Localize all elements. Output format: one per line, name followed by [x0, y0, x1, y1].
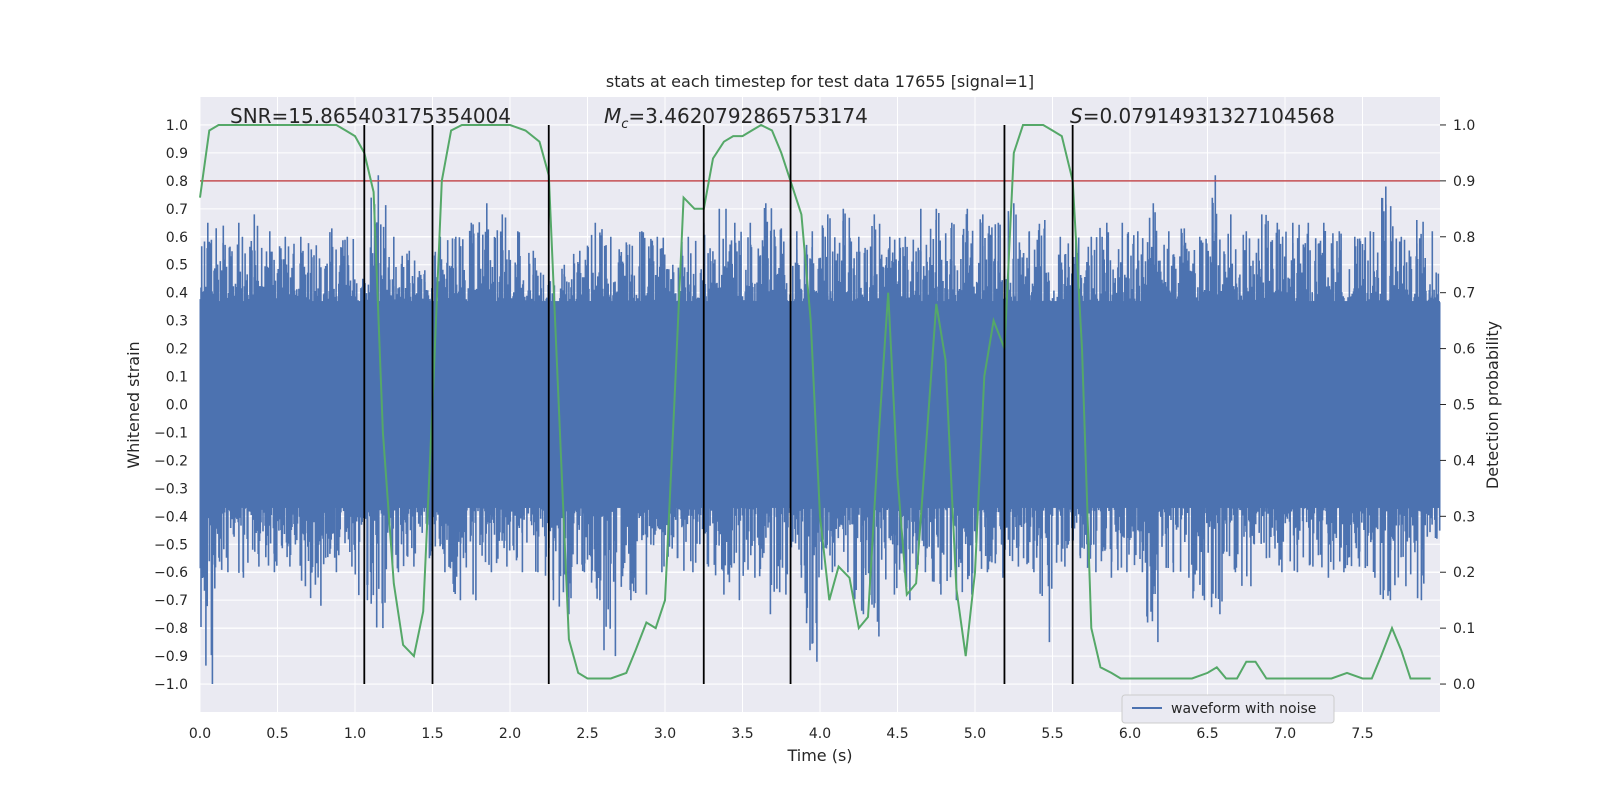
- x-tick-label: 6.0: [1119, 726, 1141, 742]
- y-tick-label: −0.6: [154, 565, 188, 581]
- vertical-lines: [363, 124, 1074, 685]
- legend: waveform with noise: [1121, 694, 1335, 724]
- waveform-line: [199, 175, 1441, 684]
- s-annotation: S=0.07914931327104568: [1070, 104, 1335, 128]
- y-tick-label: 0.6: [166, 230, 188, 246]
- y-tick-label: −0.5: [154, 537, 188, 553]
- y-tick-label: −0.8: [154, 621, 188, 637]
- y2-tick-labels: 0.0 0.1 0.2 0.3 0.4 0.5 0.6 0.7 0.8 0.9 1.0: [1440, 118, 1475, 693]
- legend-box: [1121, 694, 1335, 724]
- x-tick-label: 5.0: [964, 726, 986, 742]
- y-tick-label: 0.2: [166, 342, 188, 358]
- chirp-mass-symbol: M: [604, 104, 621, 128]
- y-tick-label: 0.7: [166, 202, 188, 218]
- x-tick-label: 3.5: [731, 726, 753, 742]
- y-tick-label: 0.0: [166, 398, 188, 414]
- s-value: =0.07914931327104568: [1083, 104, 1335, 128]
- y2-tick-label: 0.8: [1453, 230, 1475, 246]
- chirp-mass-value: =3.4620792865753174: [628, 104, 867, 128]
- x-tick-label: 0.5: [266, 726, 288, 742]
- y-tick-label: 0.3: [166, 314, 188, 330]
- chirp-mass-subscript: c: [621, 117, 628, 132]
- y-tick-label: −0.1: [154, 425, 188, 441]
- x-tick-label: 3.0: [654, 726, 676, 742]
- x-tick-label: 4.5: [886, 726, 908, 742]
- y-tick-label: −0.3: [154, 481, 188, 497]
- x-tick-label: 1.5: [421, 726, 443, 742]
- y2-tick-label: 0.0: [1453, 677, 1475, 693]
- y-tick-label: −0.9: [154, 649, 188, 665]
- y-tick-label: −0.2: [154, 453, 188, 469]
- x-tick-label: 2.5: [576, 726, 598, 742]
- y2-tick-label: 0.1: [1453, 621, 1475, 637]
- x-tick-label: 7.5: [1351, 726, 1373, 742]
- y2-tick-label: 0.4: [1453, 453, 1475, 469]
- x-tick-label: 2.0: [499, 726, 521, 742]
- s-symbol: S: [1070, 104, 1083, 128]
- y-tick-label: 0.9: [166, 146, 188, 162]
- x-axis-label: Time (s): [786, 746, 852, 765]
- x-tick-label: 4.0: [809, 726, 831, 742]
- x-tick-labels: 0.0 0.5 1.0 1.5 2.0 2.5 3.0 3.5 4.0 4.5 5.0 5.5 6.0 6…: [189, 726, 1374, 742]
- probability-series: [199, 123, 1431, 680]
- x-tick-label: 6.5: [1196, 726, 1218, 742]
- snr-annotation: SNR=15.865403175354004: [230, 104, 511, 128]
- y-tick-label: 0.8: [166, 174, 188, 190]
- waveform-series: [199, 175, 1441, 684]
- y2-axis-label: Detection probability: [1483, 321, 1502, 489]
- y-tick-labels: −1.0 −0.9 −0.8 −0.7 −0.6 −0.5 −0.4 −0.3 −0.2 −0.1…: [154, 118, 188, 693]
- y2-tick-label: 0.6: [1453, 342, 1475, 358]
- y2-tick-label: 1.0: [1453, 118, 1475, 134]
- probability-line: [199, 123, 1431, 680]
- x-tick-label: 0.0: [189, 726, 211, 742]
- y-axis-label: Whitened strain: [124, 341, 143, 468]
- y2-tick-label: 0.5: [1453, 398, 1475, 414]
- y-tick-label: 0.4: [166, 286, 188, 302]
- y2-tick-label: 0.7: [1453, 286, 1475, 302]
- y2-tick-label: 0.9: [1453, 174, 1475, 190]
- x-tick-label: 5.5: [1041, 726, 1063, 742]
- y-tick-label: −0.7: [154, 593, 188, 609]
- chirp-mass-annotation: Mc=3.4620792865753174: [604, 104, 868, 132]
- chart-title: stats at each timestep for test data 176…: [606, 72, 1034, 91]
- y-tick-label: −0.4: [154, 509, 188, 525]
- y-tick-label: −1.0: [154, 677, 188, 693]
- y2-tick-label: 0.3: [1453, 509, 1475, 525]
- legend-label: waveform with noise: [1171, 701, 1316, 717]
- x-tick-label: 7.0: [1274, 726, 1296, 742]
- y2-tick-label: 0.2: [1453, 565, 1475, 581]
- y-tick-label: 1.0: [166, 118, 188, 134]
- y-tick-label: 0.1: [166, 370, 188, 386]
- x-tick-label: 1.0: [344, 726, 366, 742]
- y-tick-label: 0.5: [166, 258, 188, 274]
